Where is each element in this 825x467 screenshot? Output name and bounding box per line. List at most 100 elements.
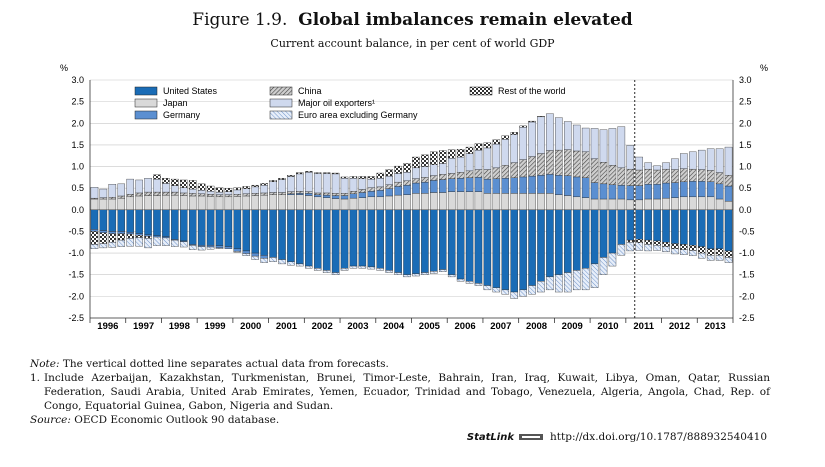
bar-euro [501,289,510,295]
bar-cn [108,197,117,200]
bar-de [162,236,170,239]
legend-label-cn: China [298,86,322,96]
bar-cn [474,169,483,178]
bar-cn [162,191,170,196]
bar-us [305,209,313,267]
statlink-url[interactable]: http://dx.doi.org/10.1787/888932540410 [550,431,767,443]
bar-euro [117,239,126,247]
bar-rest [626,239,635,243]
bar-euro [358,265,367,269]
legend-label-us: United States [163,86,218,96]
bar-de [313,194,322,198]
bar-euro [180,241,188,248]
statlink-logo-icon [519,433,544,440]
bar-cn [153,191,161,196]
bar-us [206,209,215,246]
y-tick-label-right: -2.0 [739,291,755,301]
bar-rest [653,240,661,246]
bar-cn [269,192,277,195]
statlink[interactable]: StatLink http://dx.doi.org/10.1787/88893… [467,431,767,443]
bar-cn [501,165,510,179]
bar-rest [715,248,724,256]
bar-euro [305,265,313,269]
bar-cn [412,178,420,184]
bar-oil [296,173,304,192]
bar-oil [671,158,679,170]
legend-swatch-us [134,86,158,96]
bar-euro [251,255,259,260]
bar-jp [322,197,331,210]
bar-euro [555,274,563,293]
bar-jp [715,198,724,210]
bar-de [242,250,251,254]
bar-oil [349,178,358,192]
bar-cn [421,177,429,183]
bar-jp [135,195,143,210]
bar-oil [465,153,474,172]
bar-cn [447,173,456,179]
bar-rest [233,187,242,191]
y-unit-left: % [60,63,68,73]
bar-rest [421,154,429,167]
bar-jp [510,193,518,210]
bar-us [599,209,608,258]
bar-cn [403,180,411,186]
bar-us [680,209,688,245]
bar-jp [465,191,474,210]
bar-rest [117,233,126,241]
bar-jp [278,194,286,210]
bar-rest [358,176,367,179]
bar-cn [662,168,670,184]
bar-euro [421,272,429,275]
bar-rest [180,179,188,188]
bar-jp [572,196,581,210]
bar-euro [447,274,456,278]
bar-de [572,176,581,198]
y-tick-label-left: -1.5 [68,270,84,280]
legend-label-rest: Rest of the world [498,86,566,96]
bar-oil [331,173,340,194]
bar-de [519,176,527,194]
x-tick-label: 2011 [633,321,654,330]
bar-jp [188,195,197,210]
bar-de [644,184,652,200]
bar-euro [278,259,286,265]
bar-us [724,209,733,252]
bar-de [626,185,635,201]
bar-oil [117,183,126,197]
bar-rest [242,186,251,189]
bar-oil [555,117,563,151]
bar-oil [519,126,527,160]
bar-cn [430,175,438,181]
bar-de [715,183,724,200]
bar-euro [206,246,215,250]
bar-rest [483,142,492,149]
bar-jp [581,197,590,210]
bar-rest [671,243,679,249]
bar-euro [269,257,277,262]
bar-rest [269,180,277,182]
bar-jp [242,195,251,210]
bar-jp [403,194,411,210]
bar-cn [215,194,224,198]
bar-jp [599,198,608,210]
bar-oil [144,178,152,193]
bar-de [456,178,465,192]
bar-oil [474,149,483,170]
bar-rest [376,172,384,179]
footnote: 1. Include Azerbaijan, Kazakhstan, Turkme… [30,371,770,413]
bar-cn [626,168,635,186]
bar-de [564,175,572,196]
bar-jp [653,198,661,210]
note-text: The vertical dotted line separates actua… [62,358,389,370]
bar-jp [430,192,438,210]
bar-cn [456,171,465,179]
bar-euro [340,268,349,271]
bar-euro [153,236,161,246]
bar-rest [108,233,117,243]
bar-us [439,209,447,270]
bar-de [706,181,715,198]
bar-jp [144,195,152,210]
bar-oil [706,148,715,171]
x-tick-label: 1996 [97,321,118,330]
